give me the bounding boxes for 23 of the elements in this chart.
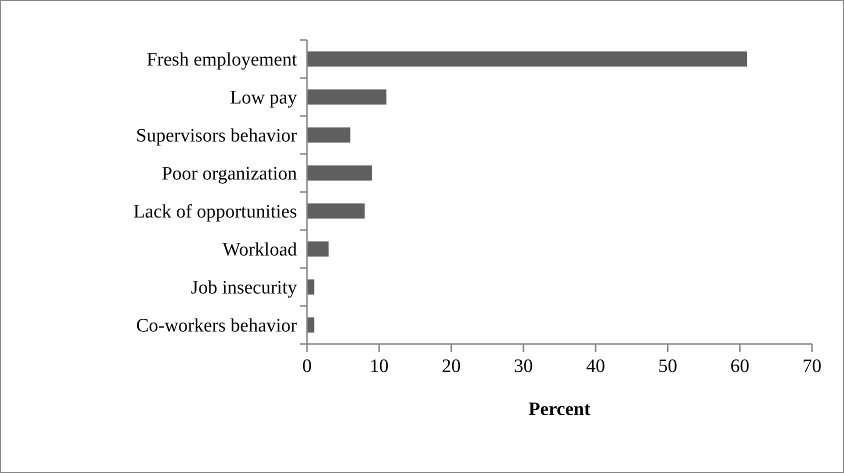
x-tick-label: 70	[802, 356, 822, 377]
bar	[307, 89, 386, 105]
x-tick-label: 0	[302, 356, 312, 377]
bar	[307, 241, 329, 257]
x-tick-label: 10	[370, 356, 389, 377]
x-tick-label: 20	[442, 356, 461, 377]
x-tick-label: 50	[658, 356, 678, 377]
y-tick-label: Co-workers behavior	[136, 316, 298, 337]
bar	[307, 165, 372, 181]
bar	[307, 51, 748, 67]
y-tick-label: Lack of opportunities	[133, 202, 297, 223]
x-tick-label: 40	[586, 356, 606, 377]
y-tick-label: Fresh employement	[146, 50, 298, 71]
y-tick-label: Poor organization	[162, 164, 298, 185]
y-tick-label: Workload	[222, 240, 298, 261]
bar	[307, 203, 365, 219]
y-tick-label: Low pay	[230, 88, 298, 109]
x-tick-label: 60	[730, 356, 750, 377]
y-tick-label: Job insecurity	[190, 278, 298, 299]
y-tick-label: Supervisors behavior	[136, 126, 298, 147]
x-axis-title: Percent	[528, 399, 592, 420]
x-tick-label: 30	[514, 356, 533, 377]
bar	[307, 127, 350, 143]
